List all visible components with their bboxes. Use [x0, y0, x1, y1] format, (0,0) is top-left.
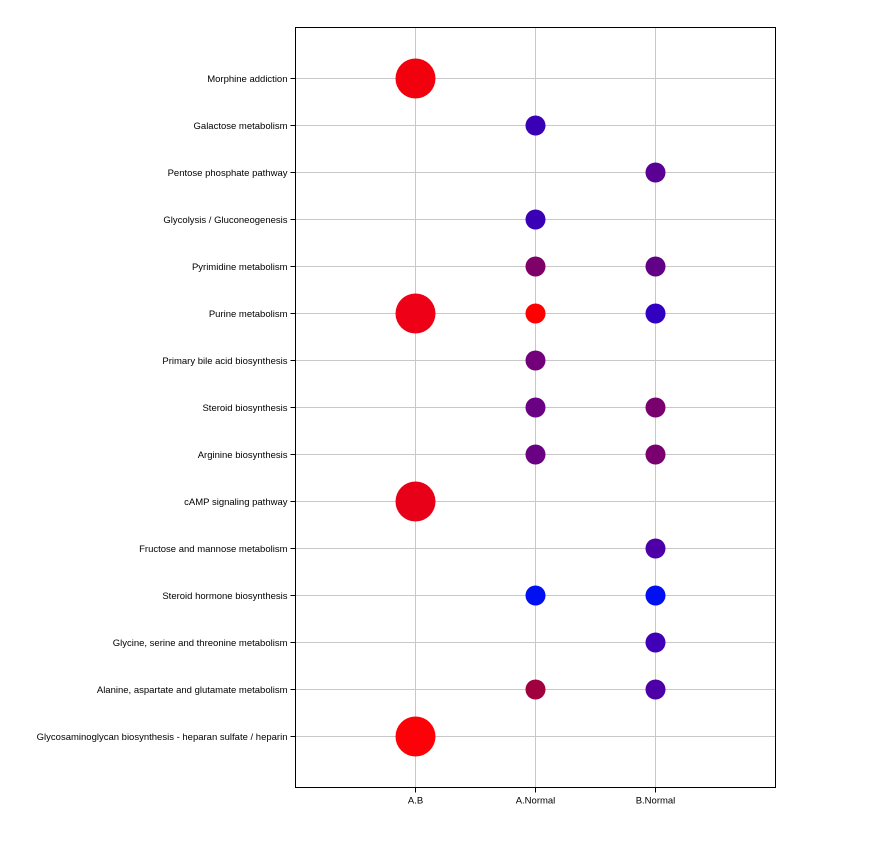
x-axis-labels: A.B A.Normal B.Normal [408, 787, 676, 807]
data-point [525, 444, 546, 465]
y-tick-label: Morphine addiction [207, 74, 287, 85]
y-axis-labels: Morphine addiction Galactose metabolism Pe… [37, 74, 296, 743]
y-tick-label: cAMP signaling pathway [184, 497, 288, 508]
data-point [645, 444, 666, 465]
y-tick-label: Pentose phosphate pathway [168, 168, 288, 179]
data-point [645, 679, 666, 700]
data-point [525, 256, 546, 277]
y-tick-label: Glycolysis / Gluconeogenesis [163, 215, 287, 226]
x-tick-label: B.Normal [636, 796, 676, 807]
data-point [525, 585, 546, 606]
data-point [645, 632, 666, 653]
data-point [525, 115, 546, 136]
data-point [645, 303, 666, 324]
y-tick-label: Arginine biosynthesis [198, 450, 288, 461]
y-tick-label: Galactose metabolism [194, 121, 288, 132]
data-point [525, 679, 546, 700]
data-point [525, 397, 546, 418]
data-point [525, 303, 546, 324]
data-point [395, 58, 436, 99]
y-tick-label: Purine metabolism [209, 309, 288, 320]
x-tick-label: A.Normal [516, 796, 556, 807]
data-point [525, 209, 546, 230]
data-point [395, 716, 436, 757]
y-tick-label: Pyrimidine metabolism [192, 262, 288, 273]
y-tick-label: Fructose and mannose metabolism [139, 544, 287, 555]
data-point [645, 585, 666, 606]
data-point [645, 397, 666, 418]
data-points [395, 58, 666, 757]
data-point [395, 481, 436, 522]
data-point [645, 538, 666, 559]
y-tick-label: Primary bile acid biosynthesis [162, 356, 287, 367]
y-tick-label: Steroid biosynthesis [202, 403, 287, 414]
y-tick-label: Glycosaminoglycan biosynthesis - heparan… [37, 732, 288, 743]
x-tick-label: A.B [408, 796, 423, 807]
y-tick-label: Steroid hormone biosynthesis [162, 591, 287, 602]
data-point [645, 162, 666, 183]
data-point [525, 350, 546, 371]
y-tick-label: Glycine, serine and threonine metabolism [113, 638, 288, 649]
data-point [645, 256, 666, 277]
y-tick-label: Alanine, aspartate and glutamate metabol… [97, 685, 288, 696]
data-point [395, 293, 436, 334]
